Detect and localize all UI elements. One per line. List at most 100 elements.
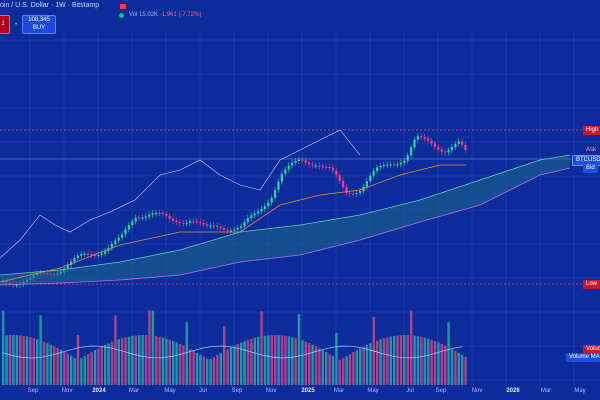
volume-bar [270,335,273,385]
sell-button[interactable]: 1 [0,15,10,34]
volume-bar [393,335,396,385]
candle [161,213,164,215]
volume-bar [199,354,202,385]
candle [114,240,117,245]
candle [144,216,147,218]
volume-bar [219,353,222,385]
candle [454,143,457,148]
candle [209,225,212,227]
bid-tag: Bid [583,164,598,173]
volume-bar [246,339,250,385]
candle [335,170,338,176]
candle [447,150,450,153]
volume-bar [454,350,457,385]
candle [172,218,175,221]
volume-bar [440,343,443,385]
candle [189,221,192,223]
volume-bar [168,339,171,385]
volume-bar [19,335,22,385]
volume-bar [134,335,137,385]
candle [386,164,389,166]
volume-bar [189,349,192,385]
candle [331,167,334,171]
volume-bar [138,335,141,385]
volume-ma-line [1,345,463,359]
candle [110,244,113,248]
time-axis-label: May [164,388,176,394]
volume-bar [420,336,423,385]
flag-icon[interactable] [120,4,126,9]
candle [83,253,86,255]
time-axis-label: Mar [128,388,140,394]
volume-ma-tag: Volume MA [566,353,600,362]
candle [274,189,277,198]
candle [311,164,314,166]
volume-bar [158,336,161,385]
volume-bar [379,339,382,385]
ichimoku-cloud [0,155,570,285]
volume-bar [124,337,127,385]
volume-bar [2,310,5,385]
candle [90,254,93,256]
candle [291,162,294,166]
candle [100,253,103,255]
time-axis-label: Sep [27,388,39,394]
volume-bar [257,336,260,385]
volume-bar [178,343,182,385]
candle [372,170,375,176]
volume-bar [233,345,236,385]
candle [345,187,348,194]
volume-bar [287,336,290,385]
time-axis-label: Sep [435,388,447,394]
volume-bar [185,322,188,385]
candle [437,146,440,150]
candle [308,162,311,165]
volume-bar [209,359,212,385]
candle [117,237,120,241]
visibility-icon[interactable] [119,13,124,18]
candle [138,217,141,219]
buy-label: BUY [32,25,46,31]
time-axis-label: Nov [61,388,73,394]
candle [464,144,467,150]
volume-bar [15,335,18,385]
candle [124,229,127,235]
volume-bar [382,338,386,385]
volume-bar [12,335,15,385]
candle [131,221,134,226]
candle [168,215,171,219]
candle [250,215,253,219]
candle [420,136,423,138]
candle [158,212,161,214]
candle [175,220,178,222]
volume-bar [36,339,39,385]
volume-bar [226,349,229,385]
buy-button[interactable]: 108,345 BUY [22,15,56,34]
candle [338,175,341,181]
volume-bar [274,335,277,385]
volume-legend-value: 15.02K [139,12,159,18]
symbol-title[interactable]: oin / U.S. Dollar · 1W · Bitstamp [0,2,100,9]
volume-bar [192,350,195,385]
candle [444,151,447,153]
volume-bar [172,341,175,385]
low-tag: Low [583,280,600,289]
volume-bar [284,335,287,385]
candle [433,143,436,147]
candle [148,214,151,217]
candle [260,208,263,212]
candle [365,181,368,187]
volume-bar [359,348,362,385]
volume-bar [318,348,321,385]
volume-bar [399,335,403,385]
candle [240,226,243,229]
volume-legend-label: Vol [129,12,138,18]
volume-bar [461,354,464,385]
candle [257,211,260,214]
volume-bar [240,342,243,385]
candle [73,258,76,262]
ask-tag: Ask [586,147,597,153]
volume-bar [386,337,389,385]
candle [403,160,406,163]
